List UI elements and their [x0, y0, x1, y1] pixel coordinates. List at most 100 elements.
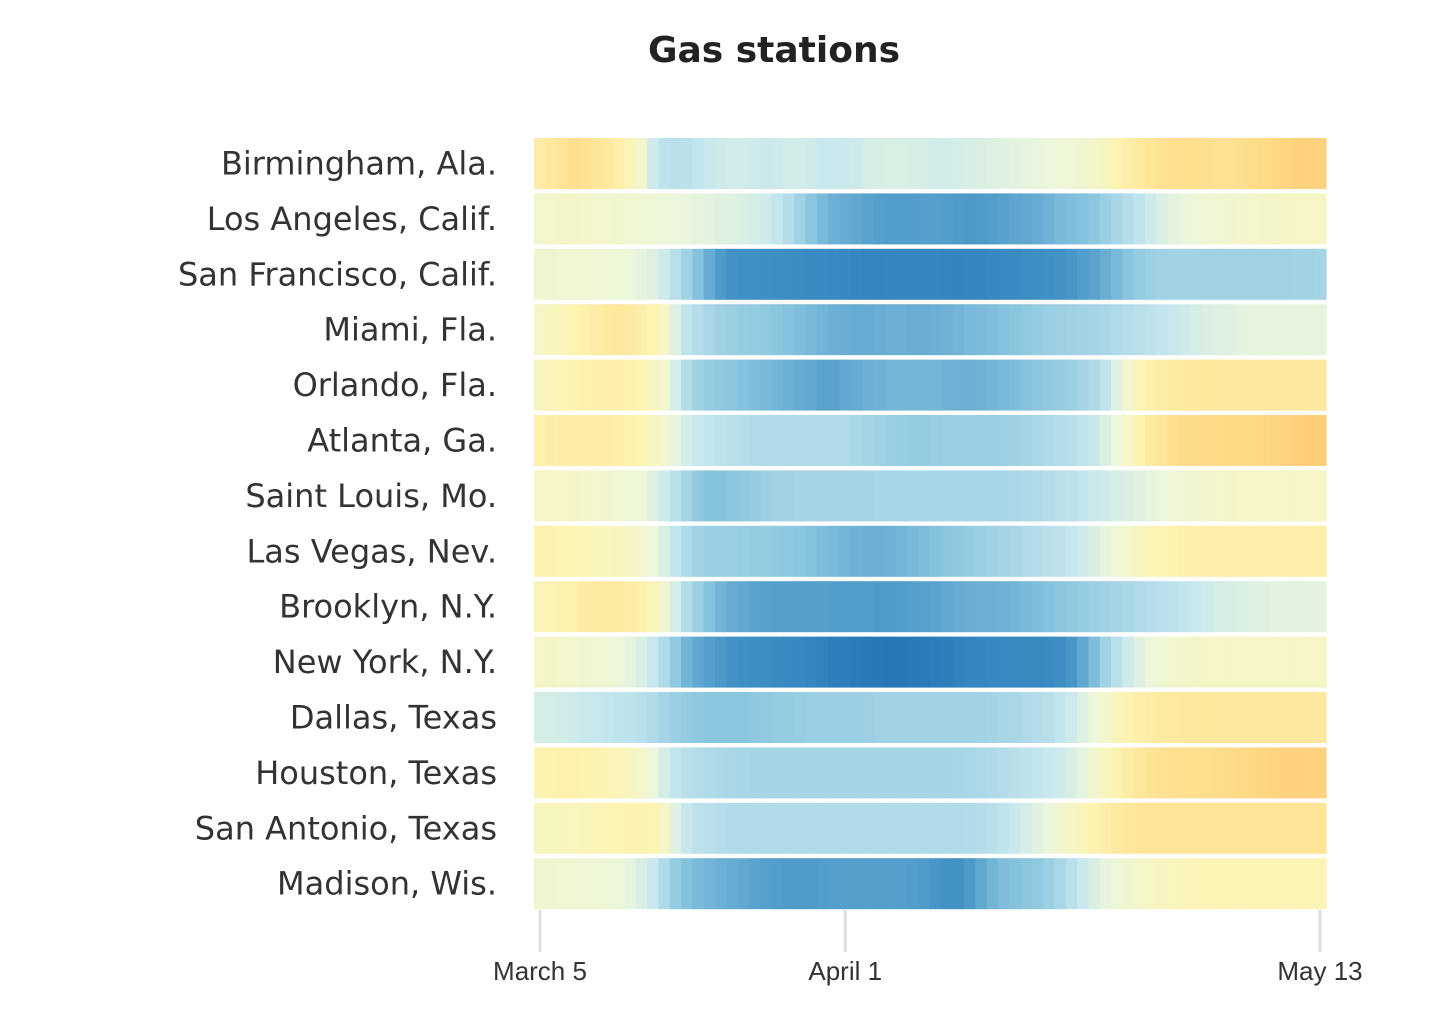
heatmap-cell — [941, 470, 954, 522]
heatmap-cell — [1144, 359, 1157, 411]
heatmap-cell — [862, 525, 875, 577]
heatmap-cell — [1235, 138, 1248, 189]
heatmap-cell — [658, 802, 671, 854]
heatmap-cell — [986, 636, 999, 688]
heatmap-cell — [1178, 359, 1191, 411]
heatmap-cell — [1133, 138, 1146, 189]
heatmap-cell — [545, 581, 558, 633]
heatmap-cell — [794, 747, 807, 799]
heatmap-cell — [1156, 858, 1169, 910]
heatmap-cell — [1292, 636, 1304, 688]
heatmap-cell — [862, 636, 875, 688]
heatmap-cell — [556, 858, 569, 910]
heatmap-cell — [952, 858, 965, 910]
heatmap-cell — [1031, 193, 1044, 245]
heatmap-cell — [828, 415, 841, 466]
heatmap-cell — [635, 636, 648, 688]
heatmap-cell — [748, 636, 761, 688]
heatmap-cell — [907, 858, 920, 910]
heatmap-cell — [805, 858, 818, 910]
heatmap-cell — [1111, 747, 1123, 799]
heatmap-cell — [1167, 193, 1180, 245]
x-tick-label: April 1 — [808, 956, 882, 986]
heatmap-cell — [1178, 525, 1191, 577]
heatmap-cell — [952, 304, 965, 356]
heatmap-cell — [816, 248, 829, 300]
heatmap-cell — [805, 304, 818, 356]
heatmap-cell — [760, 525, 773, 577]
heatmap-cell — [556, 747, 569, 799]
heatmap-cell — [567, 415, 580, 466]
heatmap-cell — [545, 138, 558, 189]
heatmap-cell — [647, 248, 660, 300]
heatmap-cell — [862, 248, 875, 300]
heatmap-cell — [1111, 138, 1123, 189]
heatmap-cell — [1292, 248, 1304, 300]
heatmap-cell — [1088, 248, 1101, 300]
heatmap-cell — [1111, 304, 1123, 356]
row-labels: Birmingham, Ala. Los Angeles, Calif. San F… — [178, 145, 497, 903]
heatmap-cell — [1009, 581, 1022, 633]
heatmap-cell — [1043, 858, 1056, 910]
heatmap-cell — [1156, 248, 1169, 300]
heatmap-cell — [963, 802, 976, 854]
heatmap-cell — [692, 802, 705, 854]
heatmap-cell — [1201, 138, 1214, 189]
heatmap-cell — [681, 304, 693, 356]
heatmap-cell — [635, 470, 648, 522]
heatmap-cell — [715, 304, 727, 356]
heatmap-cell — [726, 581, 739, 633]
heatmap-cell — [601, 304, 614, 356]
heatmap-rows — [534, 138, 1327, 910]
heatmap-cell — [1054, 525, 1067, 577]
heatmap-cell — [986, 359, 999, 411]
heatmap-cell — [545, 858, 558, 910]
heatmap-cell — [1054, 581, 1067, 633]
heatmap-cell — [1258, 138, 1271, 189]
heatmap-cell — [692, 359, 705, 411]
heatmap-cell — [590, 470, 603, 522]
heatmap-cell — [590, 248, 603, 300]
heatmap-cell — [1031, 636, 1044, 688]
heatmap-cell — [1043, 525, 1056, 577]
heatmap-cell — [1065, 248, 1078, 300]
heatmap-cell — [1065, 304, 1078, 356]
heatmap-cell — [624, 470, 637, 522]
heatmap-cell — [816, 636, 829, 688]
heatmap-cell — [805, 415, 818, 466]
heatmap-cell — [647, 581, 660, 633]
heatmap-cell — [590, 359, 603, 411]
heatmap-cell — [1246, 802, 1259, 854]
heatmap-cell — [1201, 692, 1214, 743]
heatmap-cell — [534, 802, 546, 854]
heatmap-cell — [579, 304, 592, 356]
heatmap-cell — [963, 636, 976, 688]
heatmap-cell — [1133, 248, 1146, 300]
heatmap-cell — [930, 193, 942, 245]
heatmap-cell — [1009, 470, 1022, 522]
heatmap-cell — [1099, 415, 1112, 466]
heatmap-cell — [873, 802, 886, 854]
heatmap-cell — [1122, 248, 1135, 300]
heatmap-cell — [613, 525, 626, 577]
heatmap-cell — [828, 802, 841, 854]
heatmap-cell — [635, 747, 648, 799]
heatmap-cell — [941, 248, 954, 300]
heatmap-cell — [1258, 525, 1271, 577]
heatmap-cell — [794, 581, 807, 633]
heatmap-cell — [1212, 138, 1225, 189]
heatmap-cell — [590, 747, 603, 799]
heatmap-cell — [828, 193, 841, 245]
heatmap-cell — [1077, 525, 1089, 577]
heatmap-cell — [975, 858, 988, 910]
heatmap-cell — [918, 359, 931, 411]
heatmap-cell — [613, 802, 626, 854]
heatmap-cell — [556, 138, 569, 189]
heatmap-cell — [1043, 636, 1056, 688]
heatmap-cell — [1190, 802, 1203, 854]
heatmap-cell — [613, 359, 626, 411]
heatmap-cell — [1235, 747, 1248, 799]
heatmap-cell — [1122, 581, 1135, 633]
heatmap-cell — [1224, 415, 1237, 466]
heatmap-cell — [726, 692, 739, 743]
